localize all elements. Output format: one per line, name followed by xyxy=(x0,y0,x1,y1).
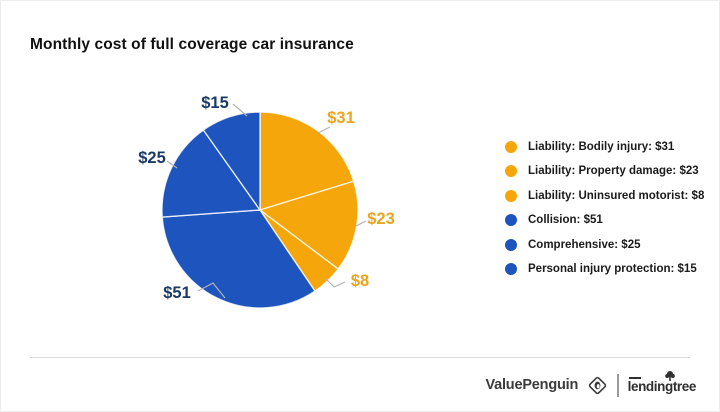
legend-label: Personal injury protection: $15 xyxy=(528,263,697,275)
leader-line-comprehensive xyxy=(166,160,178,169)
pie-slice-liability-bodily-injury xyxy=(259,111,355,211)
legend-dot-icon xyxy=(505,140,517,153)
slice-value-label-collision: $51 xyxy=(163,284,191,302)
leader-line-property-damage xyxy=(355,220,367,227)
legend-item-collision: Collision: $51 xyxy=(505,214,704,227)
legend-item-liability-property-damage: Liability: Property damage: $23 xyxy=(505,165,704,178)
page-title: Monthly cost of full coverage car insura… xyxy=(30,36,354,53)
brand-footer: ValuePenguin lendingtree xyxy=(485,371,696,399)
legend-dot-icon xyxy=(505,263,517,275)
footer-divider xyxy=(30,357,690,358)
brand-lendingtree-text: lendingtree xyxy=(627,379,697,394)
legend-dot-icon xyxy=(505,238,517,251)
leader-line-uninsured-motorist xyxy=(325,278,346,288)
slice-value-label-uninsured-motorist: $8 xyxy=(351,272,369,290)
legend-item-personal-injury-protection: Personal injury protection: $15 xyxy=(505,263,704,276)
legend-dot-icon xyxy=(505,165,517,177)
brand-divider-bar xyxy=(617,373,619,397)
pie-chart: $31 $23 $8 $51 $25 $15 xyxy=(138,94,395,309)
brand-valuepenguin-text: ValuePenguin xyxy=(485,377,579,393)
legend: Liability: Bodily injury: $31 Liability: … xyxy=(505,140,704,276)
legend-label: Comprehensive: $25 xyxy=(528,238,641,251)
legend-dot-icon xyxy=(505,214,517,226)
brand-lendingtree-wordmark: lendingtree xyxy=(627,371,697,396)
pie-slices-group xyxy=(161,111,359,309)
slice-value-label-comprehensive: $25 xyxy=(138,149,166,167)
legend-label: Liability: Uninsured motorist: $8 xyxy=(528,189,705,202)
pie-slice-comprehensive xyxy=(161,129,261,218)
pie-slice-collision xyxy=(161,209,316,309)
pie-slice-personal-injury-protection xyxy=(202,111,261,211)
legend-item-liability-uninsured-motorist: Liability: Uninsured motorist: $8 xyxy=(505,189,704,202)
slice-value-label-bodily-injury: $31 xyxy=(327,109,355,127)
leader-line-personal-injury-protection xyxy=(232,103,248,117)
slice-value-label-property-damage: $23 xyxy=(367,210,395,228)
penguin-diamond-icon xyxy=(588,376,607,394)
pie-slice-liability-property-damage xyxy=(259,180,359,270)
legend-label: Liability: Bodily injury: $31 xyxy=(528,140,675,153)
legend-item-comprehensive: Comprehensive: $25 xyxy=(505,238,704,251)
lendingtree-overline xyxy=(628,377,641,379)
legend-label: Collision: $51 xyxy=(528,214,603,226)
leader-line-collision xyxy=(197,282,226,299)
slice-value-label-personal-injury-protection: $15 xyxy=(201,94,229,112)
tree-icon xyxy=(664,371,675,381)
leader-line-bodily-injury xyxy=(317,126,331,134)
legend-dot-icon xyxy=(505,189,517,202)
legend-item-liability-bodily-injury: Liability: Bodily injury: $31 xyxy=(505,140,704,153)
legend-label: Liability: Property damage: $23 xyxy=(528,165,699,177)
